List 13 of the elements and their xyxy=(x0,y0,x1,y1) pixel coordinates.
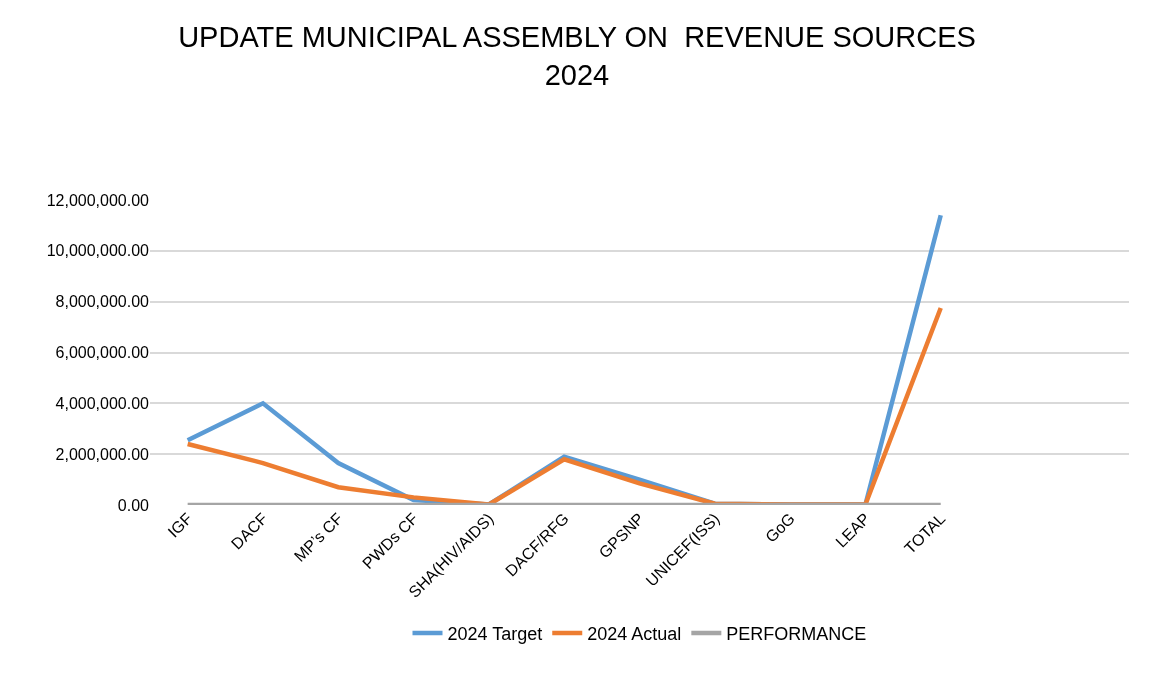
chart-title: UPDATE MUNICIPAL ASSEMBLY ON REVENUE SOURCES 2024 xyxy=(178,21,976,91)
legend-label: PERFORMANCE xyxy=(726,624,867,645)
y-tick-label: 10,000,000.00 xyxy=(46,242,150,260)
y-tick-label: 8,000,000.00 xyxy=(55,293,150,311)
legend-label: 2024 Target xyxy=(447,624,543,645)
x-tick-label: GoG xyxy=(761,509,798,546)
y-tick-label: 0.00 xyxy=(117,496,150,514)
y-tick-label: 2,000,000.00 xyxy=(55,445,150,463)
y-tick-label: 6,000,000.00 xyxy=(55,344,150,362)
y-tick-label: 12,000,000.00 xyxy=(46,191,150,209)
x-tick-label: IGF xyxy=(164,509,196,541)
legend-label: 2024 Actual xyxy=(587,624,682,645)
y-tick-label: 4,000,000.00 xyxy=(55,394,150,412)
